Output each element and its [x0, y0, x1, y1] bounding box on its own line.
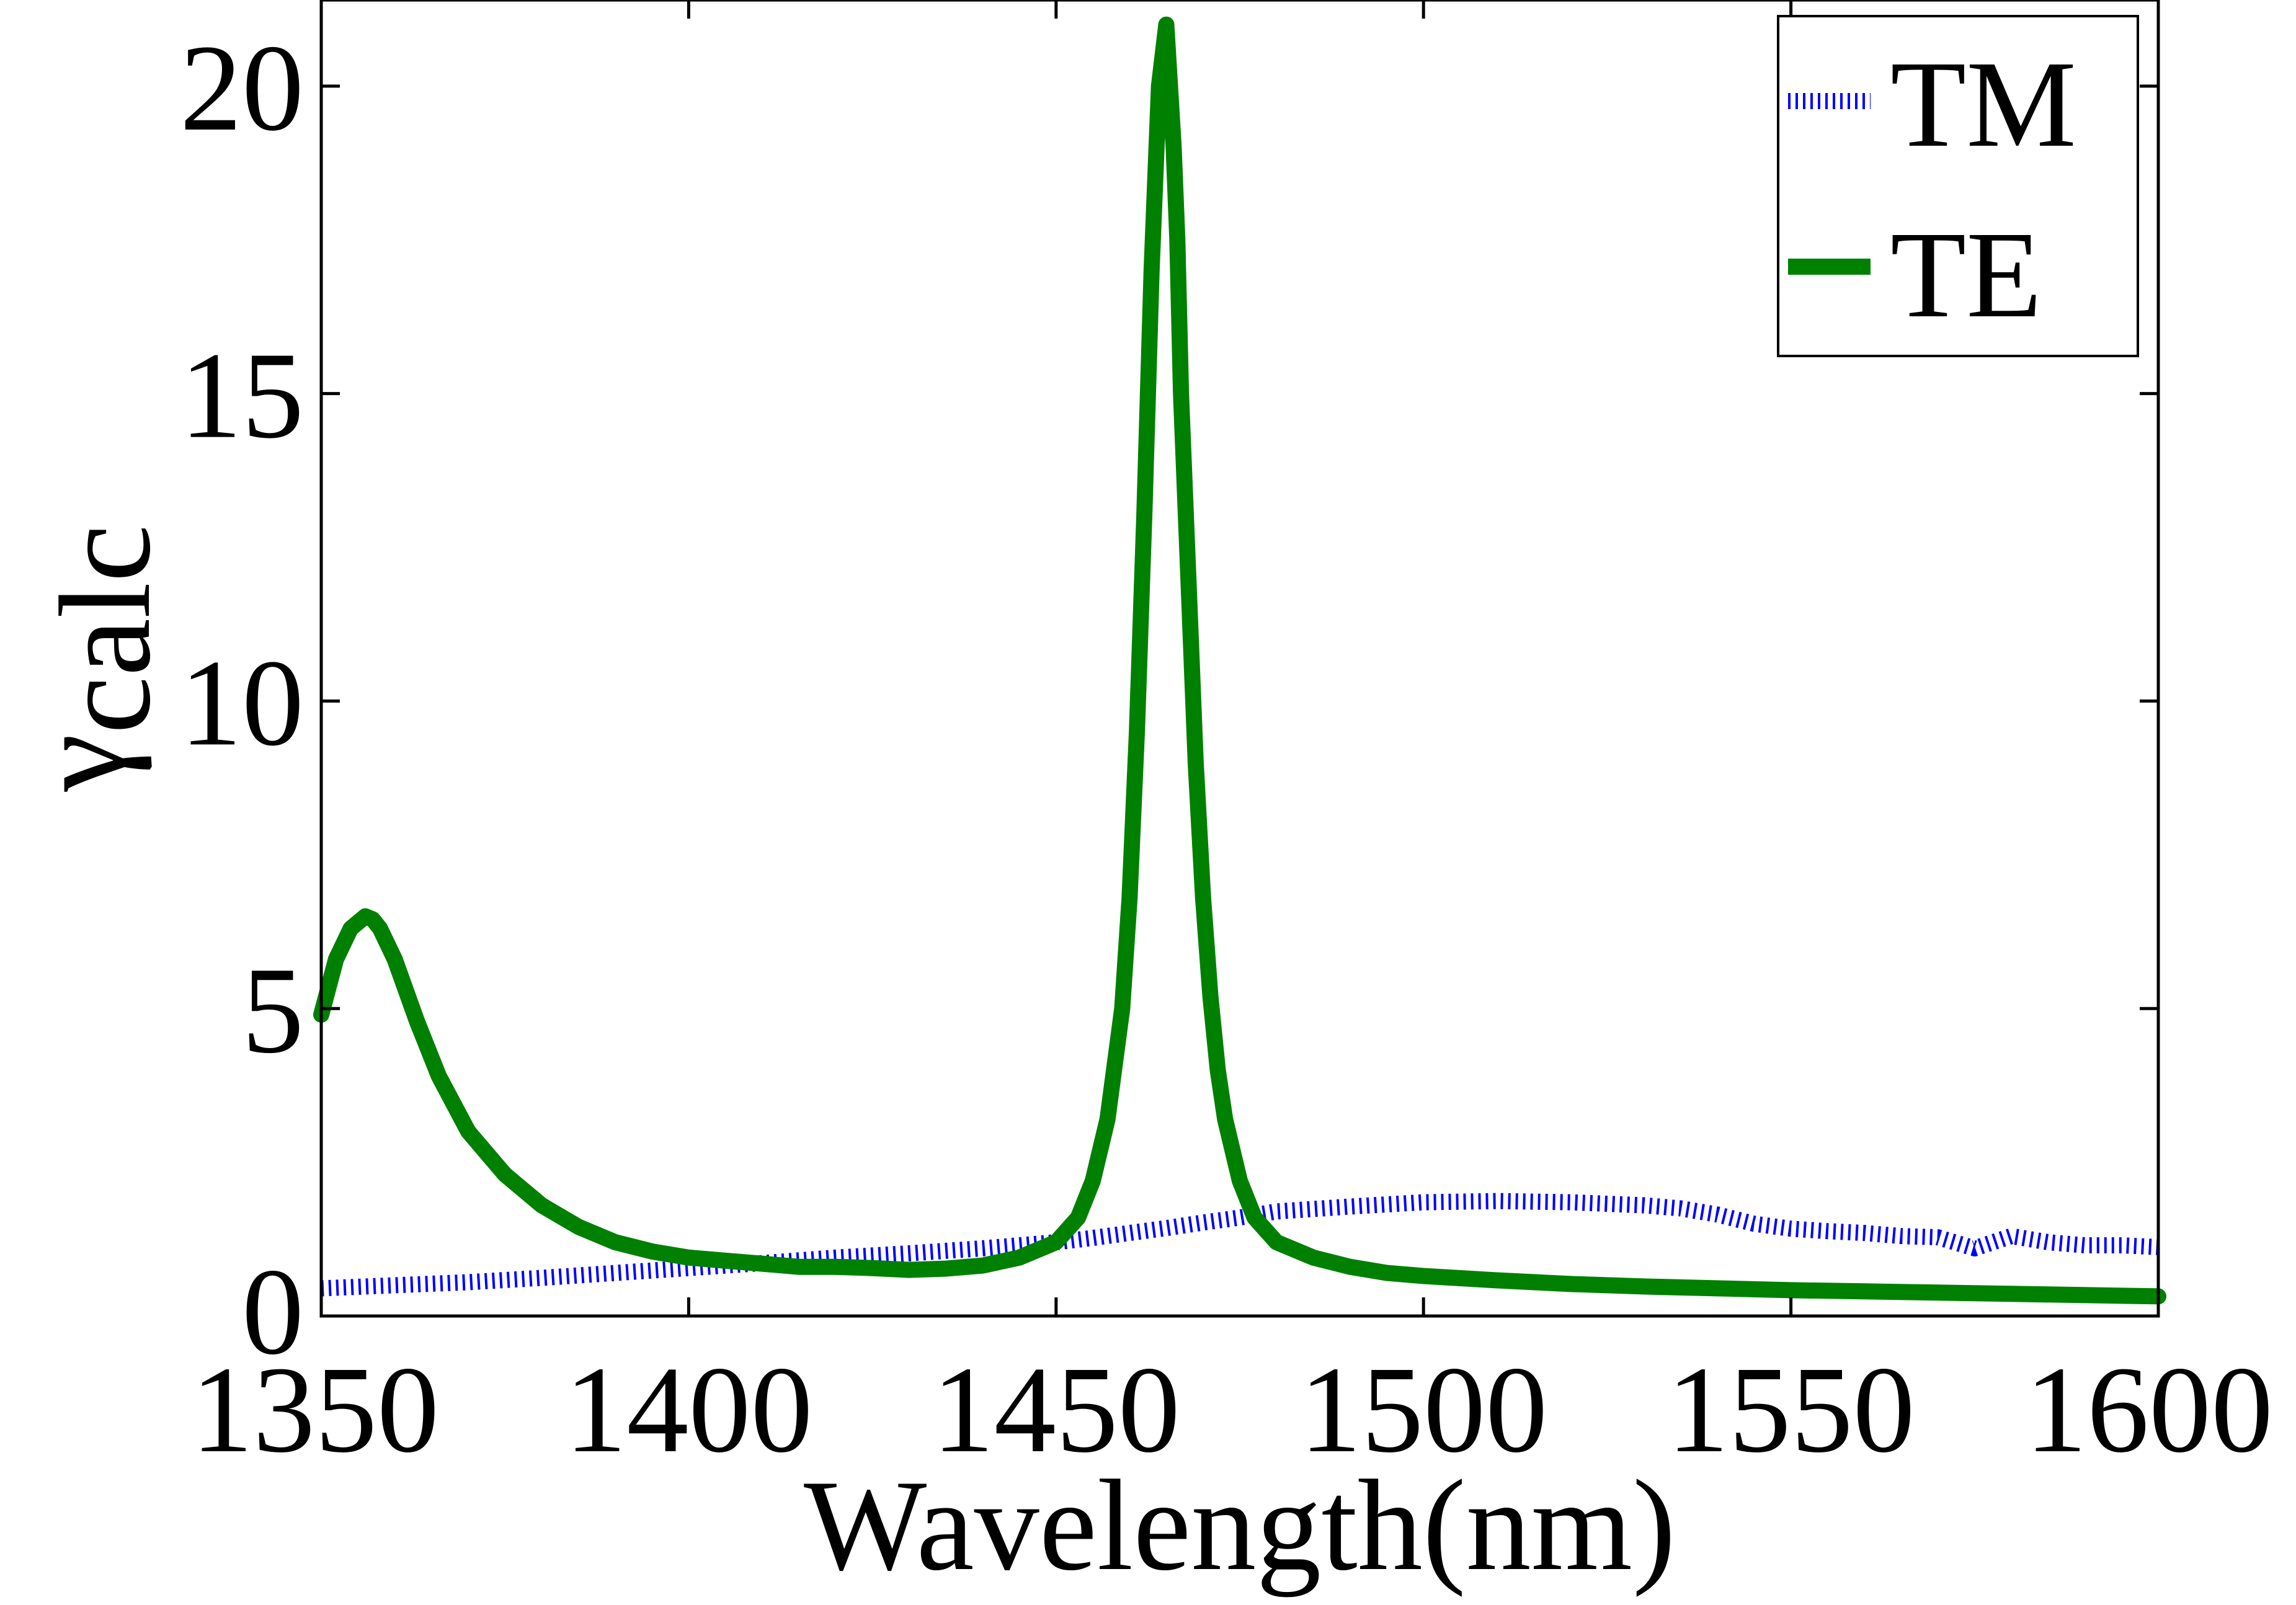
x-tick-label: 1500: [1299, 1341, 1547, 1478]
y-tick-label: 5: [242, 942, 304, 1079]
x-tick-label: 1400: [564, 1341, 812, 1478]
plot-frame: [319, 0, 2160, 1318]
y-axis-title-symbol: γ: [9, 734, 153, 793]
y-tick-label: 15: [180, 327, 304, 465]
legend-label-te: TE: [1890, 207, 2042, 344]
y-tick-label: 10: [180, 634, 304, 771]
legend: TM TE: [1777, 15, 2139, 357]
svg-text:γcalc: γcalc: [9, 525, 177, 793]
y-axis-title: γcalc: [9, 525, 177, 793]
x-axis-title: Wavelength(nm): [804, 1454, 1676, 1598]
series-line-te: [313, 16, 2166, 1305]
x-tick-label: 1600: [2025, 1341, 2273, 1478]
x-tick-label: 1550: [1667, 1341, 1915, 1478]
y-axis-title-subscript: calc: [33, 525, 177, 734]
y-tick-label: 0: [242, 1243, 304, 1380]
y-tick-label: 20: [180, 20, 304, 157]
x-tick-label: 1350: [191, 1341, 439, 1478]
legend-box: [1777, 15, 2139, 357]
legend-label-tm: TM: [1890, 36, 2076, 173]
tick-layer: 1350 1400 1450 1500 1550 1600 0 5 10 15 20: [180, 0, 2273, 1478]
series-layer: [313, 16, 2166, 1305]
x-tick-label: 1450: [932, 1341, 1180, 1478]
